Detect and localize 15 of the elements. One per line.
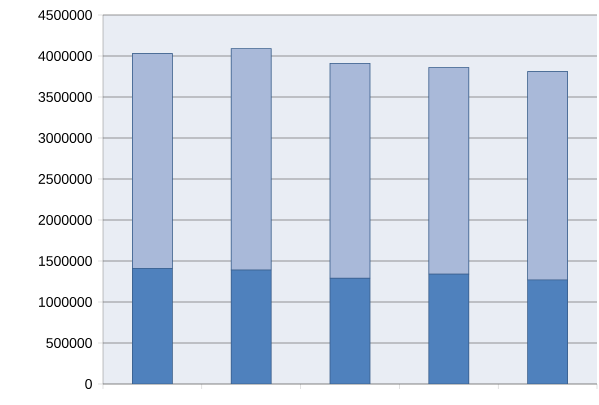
y-tick-label: 2000000 xyxy=(38,215,92,225)
bar xyxy=(527,279,568,384)
y-tick-label: 4500000 xyxy=(38,10,92,20)
y-tick-label: 0 xyxy=(85,379,92,389)
bar xyxy=(230,270,272,384)
y-tick-label: 1500000 xyxy=(39,256,92,266)
bar xyxy=(428,274,470,384)
y-tick-label: 1000000 xyxy=(39,297,92,307)
y-tick-label: 500000 xyxy=(46,338,92,348)
y-tick-label: 2500000 xyxy=(38,174,92,184)
y-tick-label: 3500000 xyxy=(38,92,92,102)
y-tick-label: 3000000 xyxy=(38,133,92,143)
bar xyxy=(330,278,370,384)
y-tick-label: 4000000 xyxy=(38,51,92,61)
bar xyxy=(132,268,173,384)
